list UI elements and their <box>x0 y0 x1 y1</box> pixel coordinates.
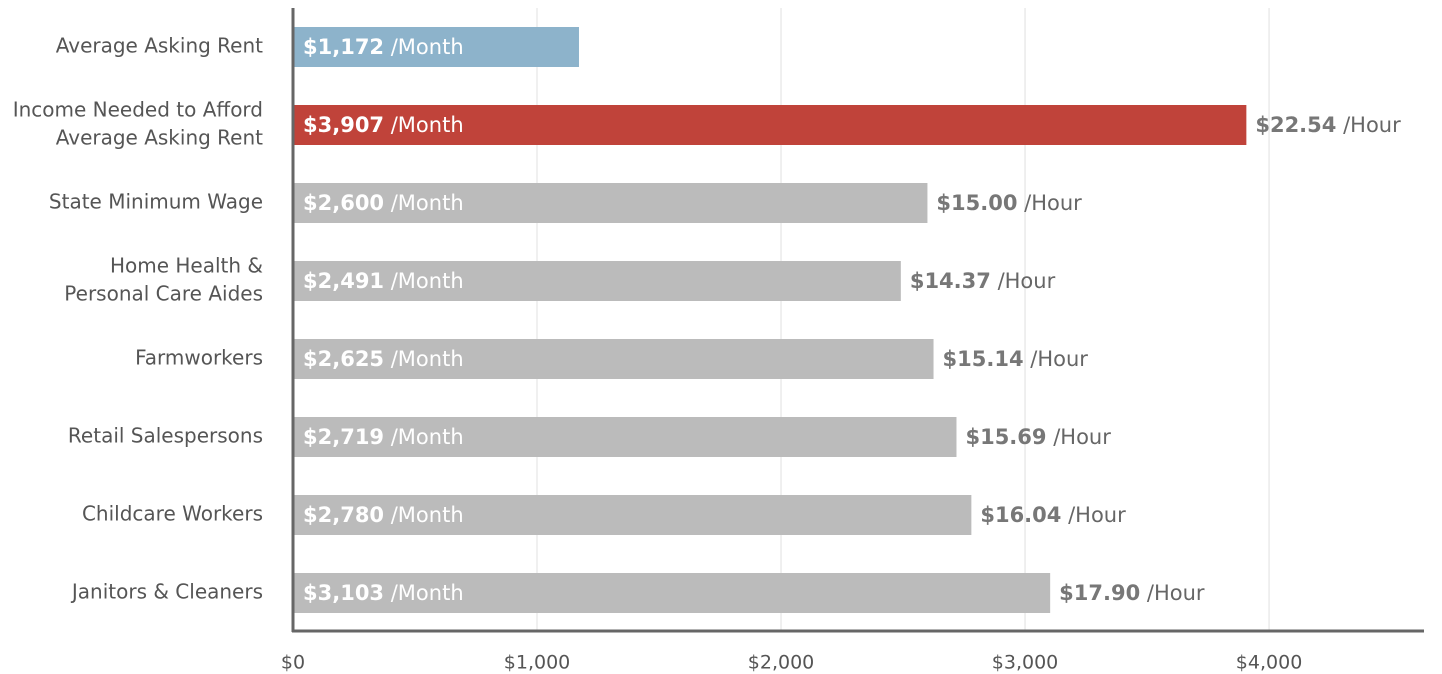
bar <box>293 339 934 379</box>
bar-label: $2,491 /Month <box>303 269 464 293</box>
hourly-value: $15.14 <box>943 347 1024 371</box>
bar-value: $3,103 <box>303 581 384 605</box>
category-label: Retail Salespersons <box>68 424 263 448</box>
x-tick-label: $1,000 <box>504 652 570 674</box>
category-label: Income Needed to Afford <box>13 98 263 122</box>
x-tick-label: $4,000 <box>1236 652 1302 674</box>
bar <box>293 417 957 457</box>
bar-label: $3,103 /Month <box>303 581 464 605</box>
bar-value: $2,491 <box>303 269 384 293</box>
bar-unit: /Month <box>391 269 464 293</box>
bar-value: $3,907 <box>303 113 384 137</box>
bar-value: $2,625 <box>303 347 384 371</box>
bar <box>293 261 901 301</box>
bar-label: $1,172 /Month <box>303 35 464 59</box>
bar-label: $2,719 /Month <box>303 425 464 449</box>
category-label: Janitors & Cleaners <box>70 580 263 604</box>
hourly-label: $15.14 /Hour <box>943 347 1089 371</box>
hourly-unit: /Hour <box>1053 425 1111 449</box>
hourly-label: $17.90 /Hour <box>1059 581 1205 605</box>
hourly-label: $15.00 /Hour <box>936 191 1082 215</box>
bar-value: $2,780 <box>303 503 384 527</box>
bar-unit: /Month <box>391 191 464 215</box>
category-label: State Minimum Wage <box>49 190 263 214</box>
category-label: Farmworkers <box>135 346 263 370</box>
bar <box>293 495 972 535</box>
category-label: Average Asking Rent <box>56 34 263 58</box>
bar <box>293 27 579 67</box>
hourly-label: $16.04 /Hour <box>980 503 1126 527</box>
x-tick-label: $3,000 <box>992 652 1058 674</box>
bar-value: $1,172 <box>303 35 384 59</box>
category-label: Childcare Workers <box>82 502 263 526</box>
bar-value: $2,719 <box>303 425 384 449</box>
category-label: Personal Care Aides <box>64 282 263 306</box>
bar-label: $2,625 /Month <box>303 347 464 371</box>
bar-label: $3,907 /Month <box>303 113 464 137</box>
hourly-label: $14.37 /Hour <box>910 269 1056 293</box>
category-label: Home Health & <box>110 254 263 278</box>
bar <box>293 183 928 223</box>
bar-unit: /Month <box>391 347 464 371</box>
hourly-unit: /Hour <box>998 269 1056 293</box>
hourly-label: $15.69 /Hour <box>965 425 1111 449</box>
bar <box>293 573 1051 613</box>
bar-label: $2,780 /Month <box>303 503 464 527</box>
bar <box>293 105 1247 145</box>
hourly-unit: /Hour <box>1068 503 1126 527</box>
bar-label: $2,600 /Month <box>303 191 464 215</box>
hourly-value: $15.00 <box>936 191 1017 215</box>
x-tick-label: $2,000 <box>748 652 814 674</box>
x-tick-label: $0 <box>281 652 305 674</box>
hourly-label: $22.54 /Hour <box>1255 113 1401 137</box>
hourly-unit: /Hour <box>1024 191 1082 215</box>
hourly-value: $15.69 <box>965 425 1046 449</box>
hourly-unit: /Hour <box>1147 581 1205 605</box>
hourly-unit: /Hour <box>1030 347 1088 371</box>
hourly-value: $16.04 <box>980 503 1061 527</box>
bar-unit: /Month <box>391 113 464 137</box>
hourly-value: $22.54 <box>1255 113 1336 137</box>
bar-unit: /Month <box>391 581 464 605</box>
bar-value: $2,600 <box>303 191 384 215</box>
bar-unit: /Month <box>391 503 464 527</box>
hourly-unit: /Hour <box>1343 113 1401 137</box>
bar-unit: /Month <box>391 425 464 449</box>
bar-unit: /Month <box>391 35 464 59</box>
hourly-value: $17.90 <box>1059 581 1140 605</box>
hourly-value: $14.37 <box>910 269 991 293</box>
category-label: Average Asking Rent <box>56 126 263 150</box>
